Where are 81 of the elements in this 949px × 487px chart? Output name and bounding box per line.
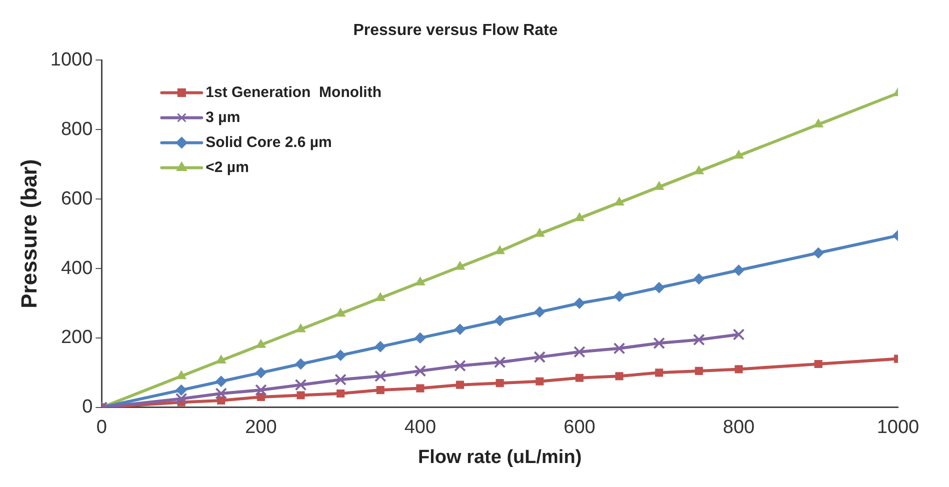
point bbox=[176, 384, 187, 396]
point bbox=[534, 306, 546, 318]
point bbox=[693, 273, 704, 284]
point bbox=[733, 264, 744, 276]
point bbox=[456, 380, 464, 389]
point bbox=[335, 350, 346, 361]
y-tick-label: 800 bbox=[60, 118, 93, 140]
x-tick-label: 1000 bbox=[876, 417, 920, 438]
point bbox=[175, 392, 188, 405]
point bbox=[414, 364, 426, 377]
point bbox=[254, 384, 267, 396]
point bbox=[336, 389, 345, 398]
point bbox=[416, 384, 424, 392]
point bbox=[734, 365, 743, 374]
point bbox=[812, 247, 824, 258]
point bbox=[455, 261, 465, 270]
point bbox=[495, 246, 505, 254]
point bbox=[296, 324, 306, 332]
point bbox=[415, 276, 426, 286]
x-tick-label: 0 bbox=[96, 417, 107, 438]
point bbox=[454, 324, 466, 335]
point bbox=[734, 150, 744, 159]
x-tick-label: 200 bbox=[245, 417, 277, 438]
point bbox=[732, 328, 745, 340]
point bbox=[414, 332, 426, 344]
legend-label: 3 µm bbox=[206, 108, 240, 126]
point bbox=[296, 391, 305, 400]
point bbox=[655, 368, 664, 377]
point bbox=[574, 298, 585, 309]
legend-label: <2 µm bbox=[206, 158, 249, 176]
point bbox=[653, 337, 666, 350]
x-tick-label: 800 bbox=[722, 417, 755, 438]
point bbox=[814, 360, 822, 368]
point bbox=[575, 374, 584, 382]
point bbox=[534, 351, 546, 364]
legend-label: 1st Generation Monolith bbox=[206, 84, 382, 101]
point bbox=[176, 370, 186, 380]
point bbox=[376, 292, 386, 302]
point bbox=[336, 308, 346, 317]
point bbox=[692, 334, 705, 346]
point bbox=[536, 377, 544, 386]
point bbox=[494, 315, 506, 326]
y-axis-title: Pressure (bar) bbox=[16, 159, 42, 308]
point bbox=[294, 378, 307, 391]
point bbox=[654, 181, 664, 190]
point bbox=[654, 282, 665, 294]
point bbox=[574, 346, 586, 358]
chart-title: Pressure versus Flow Rate bbox=[353, 22, 558, 40]
point bbox=[295, 358, 306, 370]
point bbox=[454, 360, 466, 372]
point bbox=[614, 197, 624, 206]
point bbox=[256, 392, 265, 402]
point bbox=[217, 396, 226, 404]
x-axis-title: Flow rate (uL/min) bbox=[418, 446, 582, 468]
point bbox=[694, 366, 703, 375]
point bbox=[574, 212, 584, 222]
point bbox=[694, 166, 704, 174]
point bbox=[216, 376, 227, 387]
point bbox=[496, 379, 504, 388]
y-tick-label: 1000 bbox=[50, 49, 93, 70]
legend-label: Solid Core 2.6 µm bbox=[206, 134, 332, 151]
point bbox=[215, 388, 228, 400]
y-tick-label: 400 bbox=[60, 258, 93, 279]
y-tick-label: 200 bbox=[60, 327, 93, 348]
point bbox=[814, 118, 824, 128]
point bbox=[216, 355, 226, 364]
y-tick-label: 600 bbox=[60, 188, 93, 210]
point bbox=[374, 341, 386, 352]
point bbox=[613, 342, 626, 354]
point bbox=[255, 367, 266, 378]
x-tick-label: 600 bbox=[564, 417, 596, 438]
y-tick-label: 0 bbox=[82, 396, 93, 418]
point bbox=[615, 372, 624, 380]
point bbox=[256, 339, 266, 348]
point bbox=[334, 374, 347, 386]
x-tick-label: 400 bbox=[404, 417, 436, 438]
point bbox=[374, 370, 386, 382]
point bbox=[534, 228, 544, 237]
point bbox=[614, 290, 625, 302]
point bbox=[494, 356, 506, 368]
point bbox=[376, 386, 384, 394]
